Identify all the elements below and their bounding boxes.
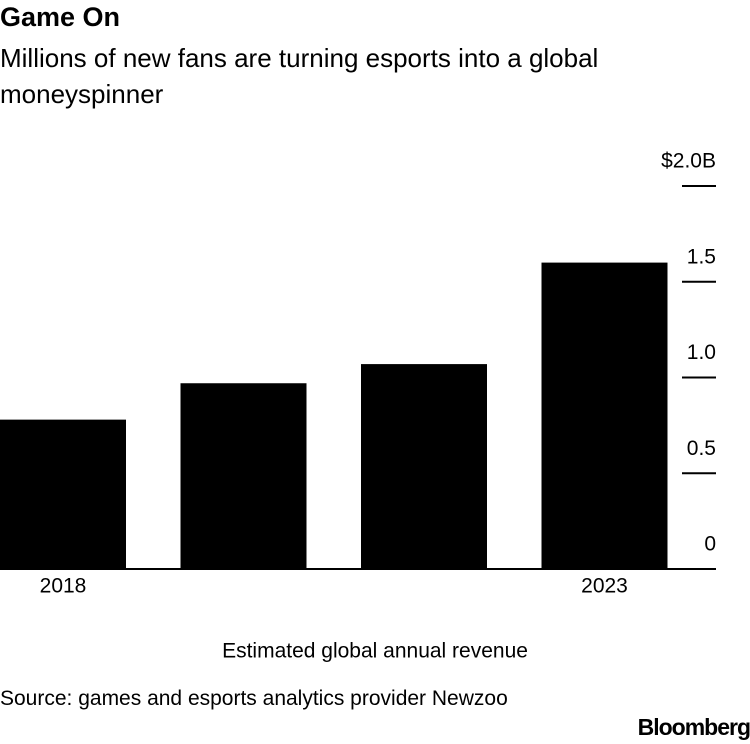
chart: Estimated global annual revenue 2018 2023…	[0, 150, 716, 663]
bar	[361, 364, 487, 569]
y-tick-label: $2.0B	[661, 150, 716, 173]
x-tick-label: 2023	[581, 575, 628, 598]
y-tick-label: 0.5	[687, 437, 716, 460]
bar	[180, 383, 307, 569]
chart-title: Game On	[0, 2, 121, 32]
chart-subtitle: Millions of new fans are turning esports…	[0, 43, 599, 109]
y-tick-label: 1.0	[687, 341, 716, 364]
y-tick-label: 0	[704, 533, 716, 556]
brand: Bloomberg	[637, 714, 750, 740]
source-note: Source: games and esports analytics prov…	[0, 687, 508, 710]
x-tick-label: 2018	[40, 575, 87, 598]
x-axis-label: Estimated global annual revenue	[222, 640, 528, 663]
bar	[541, 262, 668, 569]
bar	[0, 419, 126, 569]
y-tick-label: 1.5	[687, 245, 716, 268]
